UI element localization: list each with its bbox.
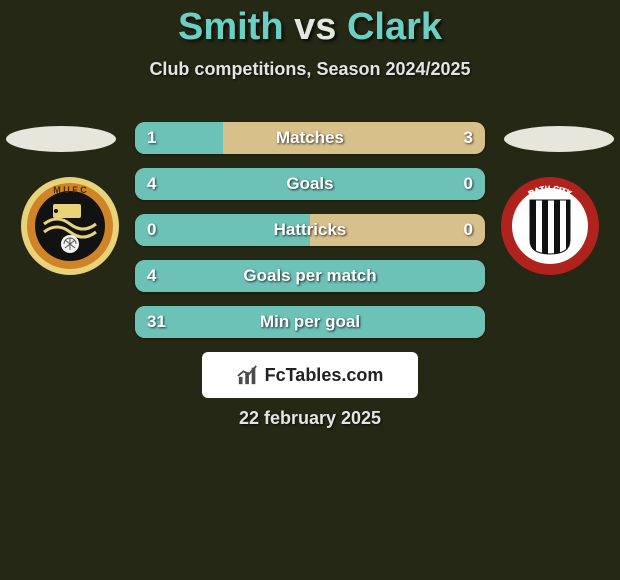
stat-row: 00Hattricks	[135, 214, 485, 246]
stat-row: 40Goals	[135, 168, 485, 200]
svg-text:M U F C: M U F C	[53, 185, 87, 195]
stat-bars: 13Matches 40Goals 00Hattricks 4Goals per ma…	[135, 122, 485, 352]
brand-text: FcTables.com	[265, 365, 384, 386]
stat-label: Matches	[135, 122, 485, 154]
vs-text: vs	[294, 6, 336, 48]
right-shadow-ellipse	[504, 126, 614, 152]
stat-row: 4Goals per match	[135, 260, 485, 292]
stat-label: Goals per match	[135, 260, 485, 292]
stat-row: 31Min per goal	[135, 306, 485, 338]
left-club-badge: M U F C	[20, 176, 120, 276]
stat-label: Min per goal	[135, 306, 485, 338]
player2-name: Clark	[347, 6, 442, 48]
comparison-title: Smith vs Clark	[0, 0, 620, 49]
mufc-badge-icon: M U F C	[20, 176, 120, 276]
bar-chart-icon	[237, 364, 259, 386]
brand-box: FcTables.com	[202, 352, 418, 398]
stat-label: Goals	[135, 168, 485, 200]
stat-row: 13Matches	[135, 122, 485, 154]
stat-label: Hattricks	[135, 214, 485, 246]
player1-name: Smith	[178, 6, 284, 48]
left-shadow-ellipse	[6, 126, 116, 152]
bath-city-badge-icon: BATH CITY BATH CITY	[500, 176, 600, 276]
right-club-badge: BATH CITY BATH CITY	[500, 176, 600, 276]
subtitle: Club competitions, Season 2024/2025	[0, 59, 620, 80]
date-text: 22 february 2025	[0, 408, 620, 429]
